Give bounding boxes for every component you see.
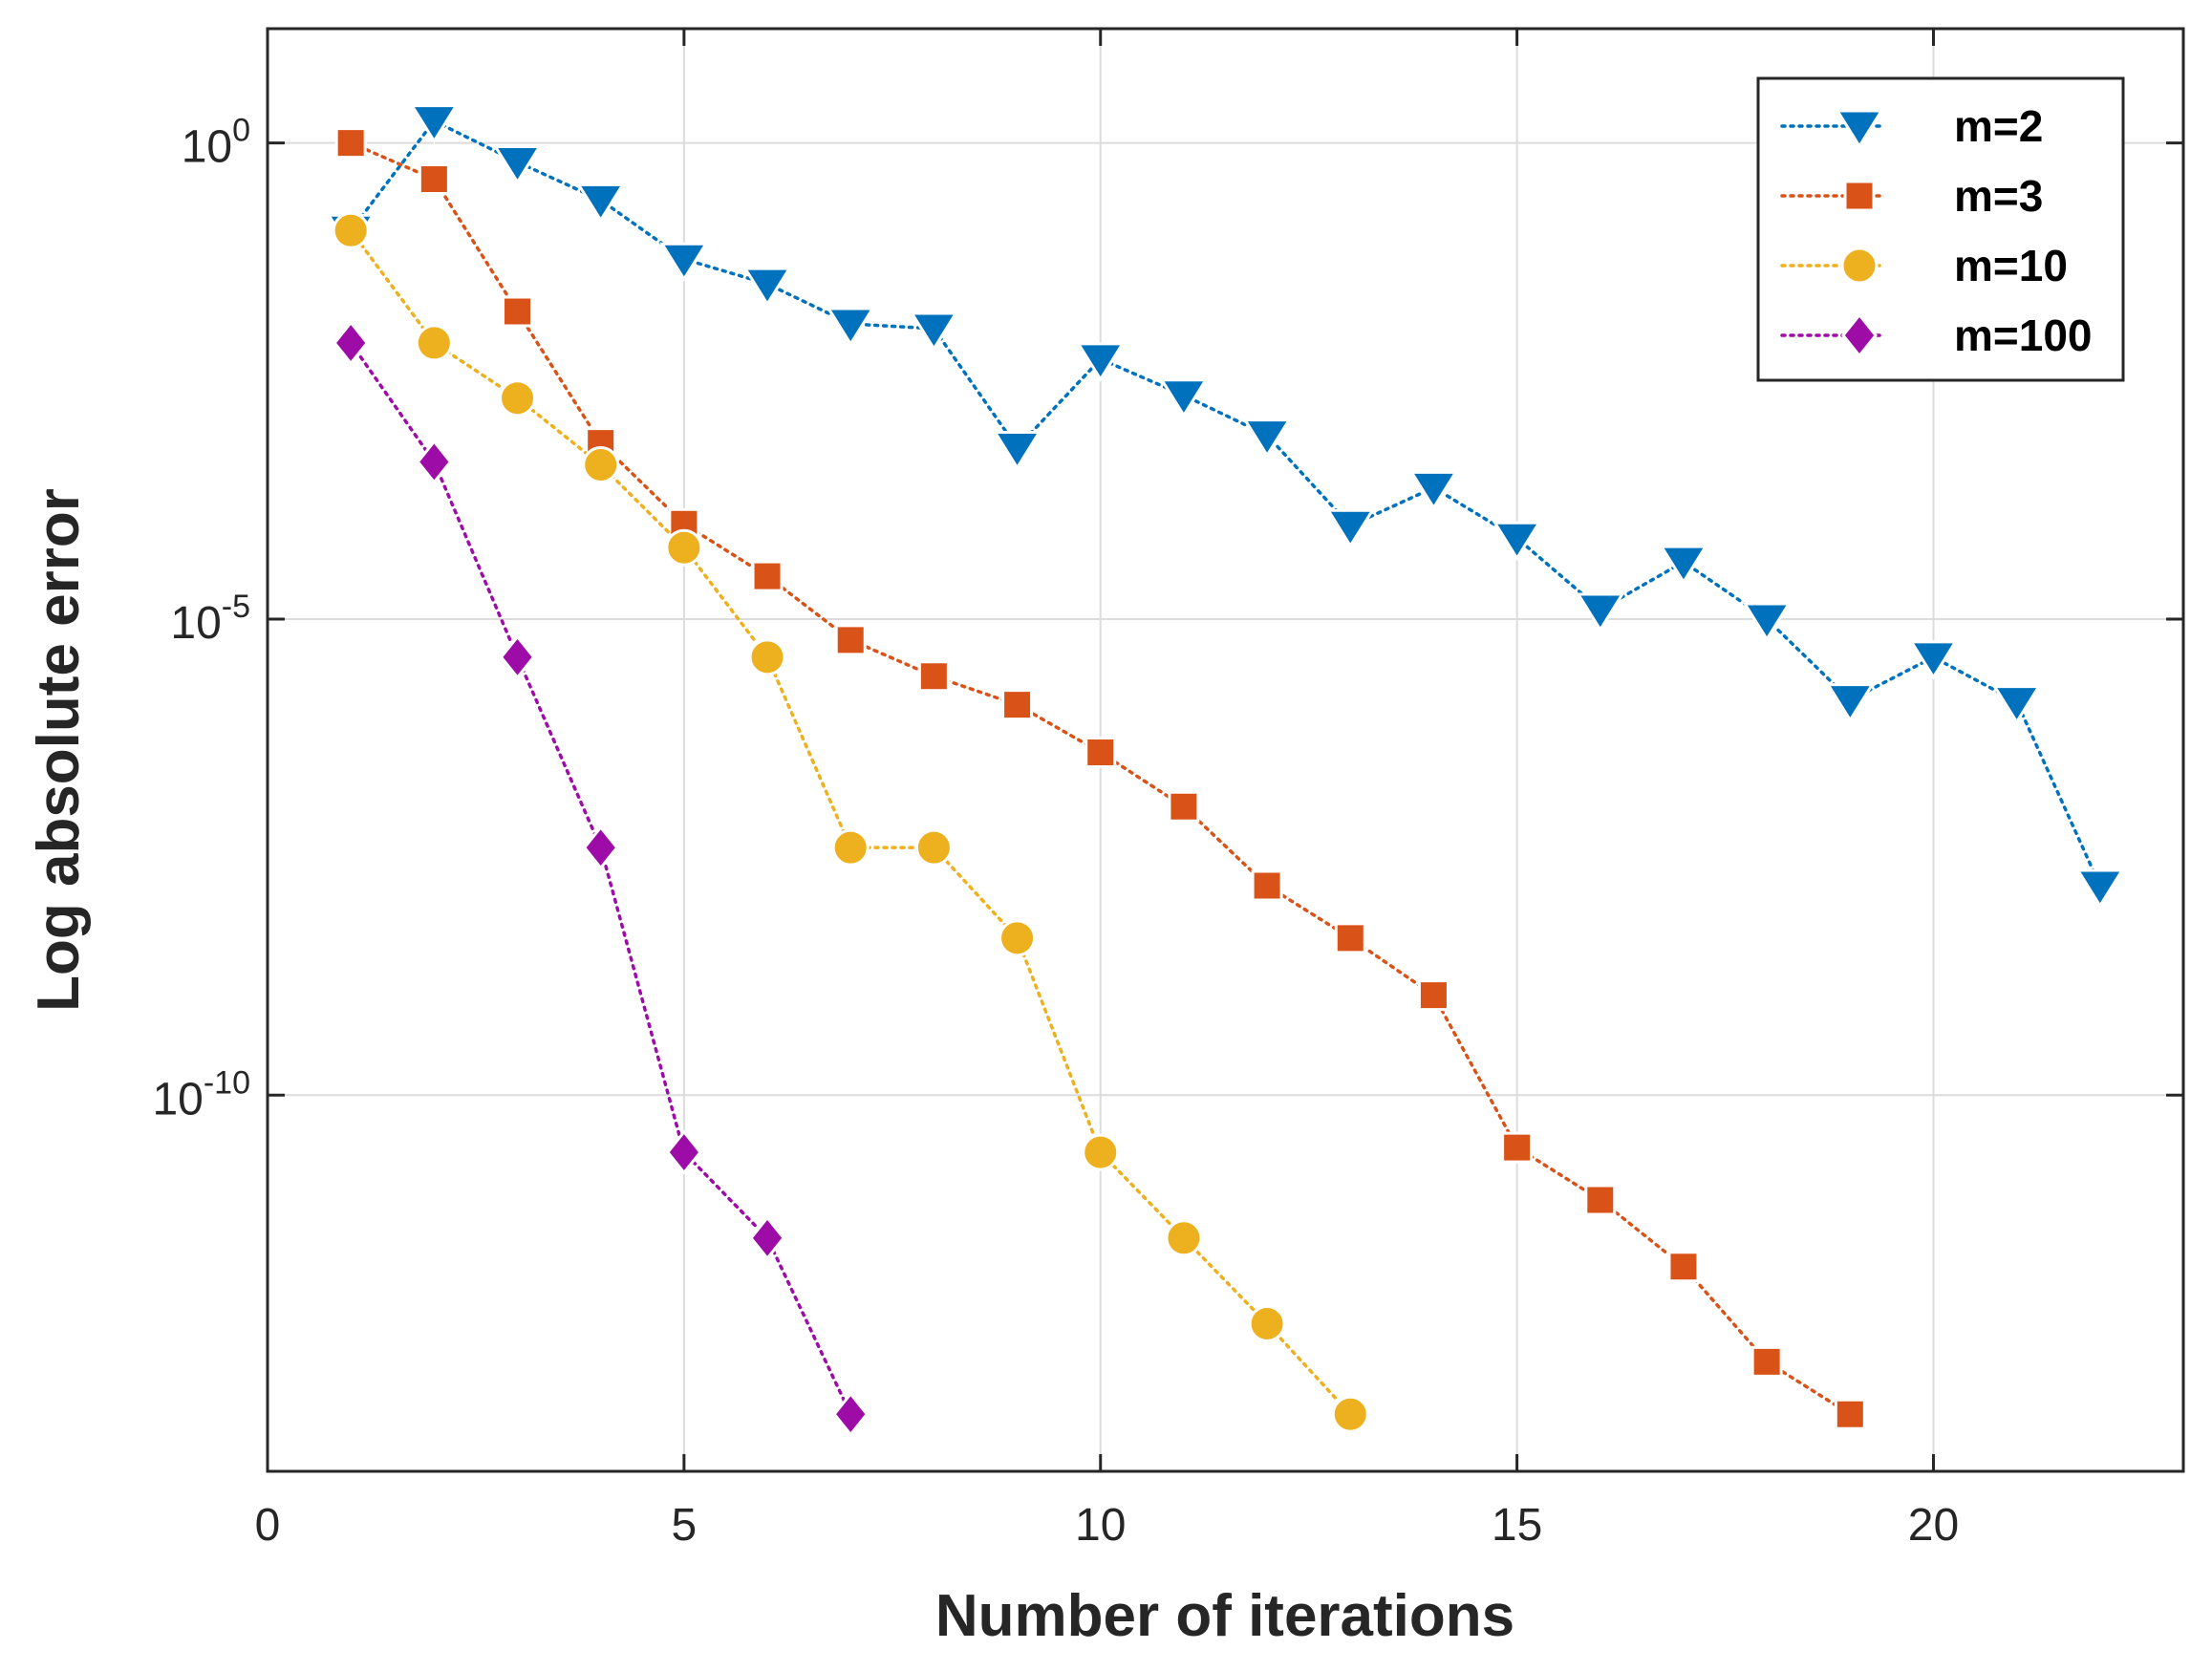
plot-frame <box>266 27 2185 1473</box>
data-point <box>909 311 959 352</box>
data-point <box>582 825 619 870</box>
legend-marker <box>1841 312 1878 358</box>
x-tick-label: 10 <box>1075 1500 1126 1551</box>
series-m=2 <box>326 104 2125 909</box>
data-point <box>418 162 450 195</box>
x-tick-label: 15 <box>1492 1500 1542 1551</box>
data-point <box>1408 470 1459 511</box>
data-point <box>1417 979 1450 1012</box>
legend: m=2 m=3 m=10 m=100 <box>1756 76 2125 382</box>
data-point <box>826 307 875 347</box>
series <box>326 104 2125 1437</box>
data-point <box>1492 521 1542 562</box>
legend-item: m=2 <box>1780 101 2043 151</box>
data-point <box>1659 545 1708 585</box>
data-point <box>575 182 626 224</box>
data-point <box>492 145 543 185</box>
data-point <box>1584 1184 1617 1216</box>
data-point <box>1908 640 1959 680</box>
data-point <box>992 431 1042 471</box>
data-point <box>834 624 867 656</box>
data-point <box>1991 685 2042 725</box>
data-point <box>917 660 950 693</box>
x-axis-title: Number of iterations <box>935 1583 1514 1649</box>
data-point <box>502 295 534 328</box>
data-point <box>499 379 537 418</box>
data-point <box>665 1129 702 1175</box>
y-tick-label: 10-5 <box>170 589 250 649</box>
data-point <box>2075 868 2125 909</box>
legend-label: m=100 <box>1954 311 2093 360</box>
data-point <box>1168 790 1200 823</box>
series-m=10 <box>332 211 1369 1433</box>
data-point <box>831 828 870 867</box>
data-point <box>1165 1219 1203 1257</box>
data-point <box>749 1215 785 1261</box>
legend-item: m=100 <box>1780 311 2093 360</box>
data-point <box>1750 1345 1783 1378</box>
x-tick-label: 20 <box>1908 1500 1959 1551</box>
data-point <box>999 919 1037 957</box>
data-point <box>334 127 367 160</box>
data-point <box>332 211 370 249</box>
legend-label: m=10 <box>1954 241 2068 290</box>
data-point <box>748 638 786 676</box>
x-tick-label: 5 <box>672 1500 698 1551</box>
data-point <box>1667 1251 1700 1283</box>
data-point <box>1825 683 1876 723</box>
data-point <box>499 634 536 680</box>
data-point <box>1159 378 1209 418</box>
data-point <box>914 828 953 867</box>
data-point <box>1242 418 1292 459</box>
data-point <box>415 324 453 362</box>
data-point <box>1501 1131 1534 1164</box>
y-tick-label: 10-10 <box>152 1064 250 1125</box>
legend-label: m=2 <box>1954 101 2043 151</box>
data-point <box>333 320 370 366</box>
data-point <box>1334 922 1366 954</box>
data-point <box>1082 1133 1120 1171</box>
series-m=100 <box>333 320 870 1437</box>
data-point <box>1076 342 1126 382</box>
data-point <box>832 1391 870 1437</box>
series-m=3 <box>334 127 1866 1430</box>
series-line <box>349 118 2102 888</box>
data-point <box>1085 736 1117 768</box>
data-point <box>742 267 792 307</box>
legend-marker <box>1843 180 1876 212</box>
legend-item: m=10 <box>1780 241 2068 290</box>
data-point <box>1001 689 1034 721</box>
data-point <box>1325 508 1375 549</box>
data-point <box>582 445 620 483</box>
data-point <box>751 560 784 592</box>
y-axis-title: Log absolute error <box>26 488 92 1012</box>
data-point <box>409 104 460 144</box>
axis-ticks: 0 5 10 15 20 100 10-5 10-10 <box>152 29 2183 1551</box>
x-tick-label: 0 <box>255 1500 281 1551</box>
data-point <box>416 439 453 485</box>
y-tick-label: 100 <box>182 113 250 173</box>
data-point <box>1834 1398 1866 1430</box>
legend-marker <box>1840 246 1879 285</box>
data-point <box>1251 869 1283 902</box>
data-point <box>1331 1395 1369 1433</box>
legend-box <box>1756 76 2125 382</box>
legend-marker <box>1835 109 1884 149</box>
data-point <box>665 528 703 567</box>
data-point <box>1248 1305 1286 1343</box>
legend-label: m=3 <box>1954 171 2043 221</box>
data-point <box>1742 602 1792 642</box>
data-point <box>1576 592 1625 632</box>
legend-item: m=3 <box>1780 171 2043 221</box>
data-point <box>659 242 709 283</box>
